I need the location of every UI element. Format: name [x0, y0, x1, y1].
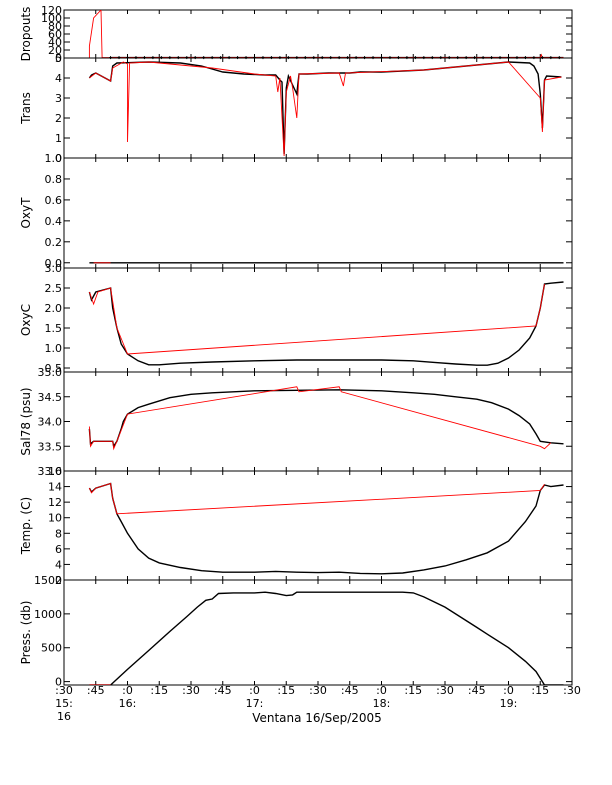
- y-tick-label: 0.6: [45, 194, 63, 207]
- x-tick-hour-label: 18:: [373, 697, 391, 710]
- panel-frame: [63, 267, 573, 373]
- x-axis-title: Ventana 16/Sep/2005: [252, 711, 382, 725]
- y-tick-label: 2.0: [45, 302, 63, 315]
- series-line-raw: [88, 283, 545, 355]
- x-tick-hour-label: 17:: [246, 697, 264, 710]
- panel-3: 0.5 1.0 1.5 2.0 2.5 3.0 OxyC: [19, 262, 573, 375]
- y-tick-label: 16: [48, 465, 62, 478]
- y-tick-label: 12: [48, 496, 62, 509]
- y-tick-label: 5: [55, 52, 62, 65]
- y-axis-title: Temp. (C): [19, 497, 33, 555]
- x-tick-label: :45: [341, 684, 359, 697]
- series-line-raw: [88, 386, 552, 451]
- y-tick-label: 1500: [34, 574, 62, 587]
- panel-frame: [63, 470, 573, 581]
- panel-frame: [63, 9, 573, 59]
- y-tick-label: 4: [55, 72, 62, 85]
- x-tick-label: :30: [309, 684, 327, 697]
- y-tick-label: 0: [55, 52, 62, 65]
- series-line-raw: [89, 61, 562, 157]
- y-axis-title: OxyT: [19, 197, 33, 229]
- x-tick-hour-label: 16: [57, 710, 71, 723]
- y-tick-label: 2: [55, 112, 62, 125]
- y-tick-label: 500: [41, 642, 62, 655]
- y-tick-label: 33.0: [38, 465, 63, 478]
- y-tick-label: 4: [55, 558, 62, 571]
- y-tick-label: 0.5: [45, 362, 63, 375]
- panel-frame: [63, 579, 573, 686]
- series-line-raw: [88, 10, 564, 58]
- x-tick-label: :0: [503, 684, 514, 697]
- x-tick-hour-label: 15:: [55, 697, 73, 710]
- x-tick-label: :15: [404, 684, 422, 697]
- panel-6: 0 500 1000 1500 Press. (db): [19, 574, 573, 689]
- y-tick-label: 1.5: [45, 322, 63, 335]
- panel-frame: [63, 371, 573, 472]
- y-tick-label: 0.4: [45, 215, 63, 228]
- y-tick-label: 0.8: [45, 173, 63, 186]
- panel-frame: [63, 157, 573, 269]
- y-axis-title: OxyC: [19, 304, 33, 336]
- y-tick-label: 40: [48, 36, 62, 49]
- time-axis-labels: :3015:16:45:016::15:30:45:017::15:30:45:…: [55, 684, 581, 723]
- y-tick-label: 1.0: [45, 152, 63, 165]
- series-line-processed: [88, 482, 564, 575]
- y-tick-label: 0.2: [45, 236, 63, 249]
- x-tick-label: :30: [563, 684, 581, 697]
- series-line-raw: [88, 482, 545, 515]
- x-tick-label: :45: [468, 684, 486, 697]
- y-tick-label: 14: [48, 481, 62, 494]
- x-tick-label: :0: [376, 684, 387, 697]
- y-tick-label: 0: [55, 152, 62, 165]
- panel-5: 2 4 6 8 10 12 14 16 Temp. (C): [19, 465, 573, 587]
- y-tick-label: 2: [55, 574, 62, 587]
- panel-1: 0 1 2 3 4 5 Trans: [19, 52, 573, 165]
- x-tick-label: :30: [55, 684, 73, 697]
- x-tick-label: :0: [249, 684, 260, 697]
- y-tick-label: 20: [48, 44, 62, 57]
- y-tick-label: 8: [55, 527, 62, 540]
- y-tick-label: 34.0: [38, 416, 63, 429]
- x-tick-label: :15: [150, 684, 168, 697]
- y-axis-title: Press. (db): [19, 601, 33, 665]
- x-tick-hour-label: 19:: [500, 697, 518, 710]
- series-line-processed: [88, 61, 562, 155]
- y-tick-label: 6: [55, 543, 62, 556]
- y-tick-label: 10: [48, 512, 62, 525]
- y-tick-label: 1: [55, 132, 62, 145]
- y-tick-label: 0.0: [45, 257, 63, 270]
- y-tick-label: 100: [41, 12, 62, 25]
- y-tick-label: 80: [48, 20, 62, 33]
- y-tick-label: 34.5: [38, 391, 63, 404]
- x-tick-hour-label: 16:: [119, 697, 137, 710]
- y-tick-label: 3: [55, 92, 62, 105]
- y-tick-label: 0: [55, 676, 62, 689]
- chart-panels: 020406080100120Dropouts012345Trans0.00.2…: [19, 4, 573, 689]
- panel-4: 33.0 33.5 34.0 34.5 35.0 Sal78 (psu): [19, 366, 573, 478]
- x-tick-label: :30: [436, 684, 454, 697]
- y-tick-label: 35.0: [38, 366, 63, 379]
- y-tick-label: 2.5: [45, 282, 63, 295]
- series-line-processed: [89, 591, 564, 685]
- y-tick-label: 1000: [34, 608, 62, 621]
- y-axis-title: Trans: [19, 92, 33, 125]
- y-tick-label: 120: [41, 4, 62, 17]
- x-tick-label: :45: [214, 684, 232, 697]
- x-tick-label: :15: [531, 684, 549, 697]
- y-axis-title: Sal78 (psu): [19, 387, 33, 455]
- x-tick-label: :30: [182, 684, 200, 697]
- panel-2: 0.0 0.2 0.4 0.6 0.8 1.0 OxyT: [19, 152, 573, 270]
- y-tick-label: 33.5: [38, 440, 63, 453]
- x-tick-label: :15: [277, 684, 295, 697]
- y-axis-title: Dropouts: [19, 7, 33, 62]
- y-tick-label: 1.0: [45, 342, 63, 355]
- series-line-processed: [88, 389, 564, 449]
- x-tick-label: :45: [87, 684, 105, 697]
- y-tick-label: 60: [48, 28, 62, 41]
- series-line-processed: [88, 281, 564, 366]
- x-tick-label: :0: [122, 684, 133, 697]
- y-tick-label: 3.0: [45, 262, 63, 275]
